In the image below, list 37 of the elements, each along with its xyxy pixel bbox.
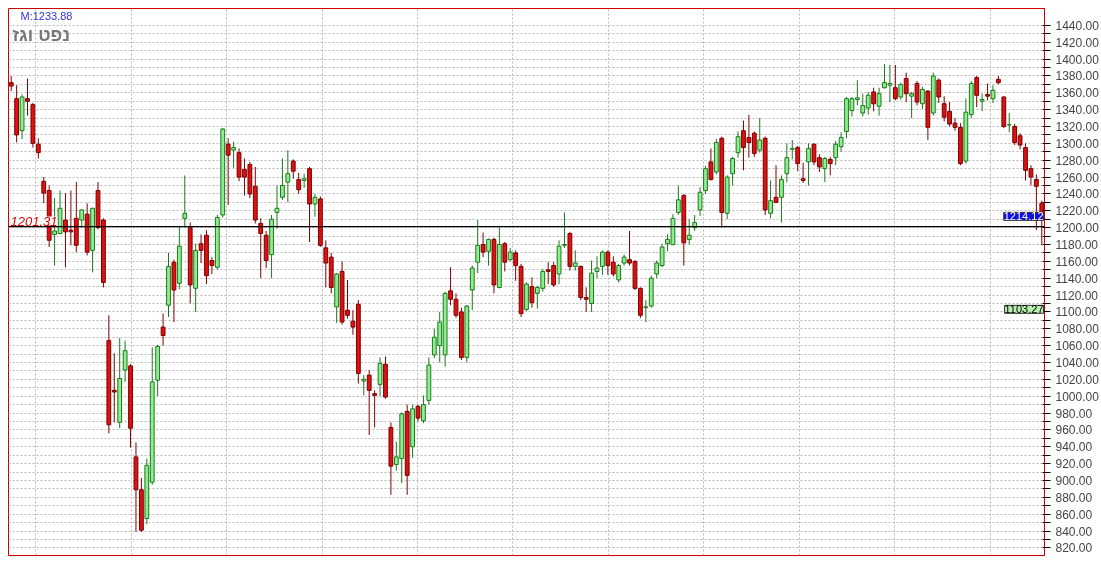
y-tick-label: 900.00 [1055,473,1093,488]
y-tick-label: 1140.00 [1055,271,1099,286]
y-tick-label: 1200.00 [1055,221,1100,236]
y-tick-label: 1160.00 [1055,254,1099,269]
y-tick-label: 880.00 [1055,490,1093,505]
y-tick-label: 860.00 [1055,507,1093,522]
y-tick-label: 1000.00 [1055,389,1100,404]
y-tick-label: 1260.00 [1055,170,1100,185]
annotation: 1214.12 [1003,210,1044,223]
y-tick-label: 1380.00 [1055,69,1100,84]
y-tick-label: 1120.00 [1055,288,1099,303]
y-tick-label: 1180.00 [1055,237,1099,252]
y-tick-label: 1060.00 [1055,339,1100,354]
y-tick-label: 1100.00 [1055,305,1099,320]
y-tick-label: 1020.00 [1055,372,1100,387]
text: נפט וגז [12,24,71,45]
y-tick-label: 1280.00 [1055,153,1100,168]
y-tick-label: 1300.00 [1055,136,1100,151]
ref-line-label: 1201.31 [10,213,58,229]
y-tick-label: 1400.00 [1055,52,1100,67]
annotation: M:1233.88 [20,9,73,22]
y-tick-label: 960.00 [1055,423,1093,438]
y-tick-label: 980.00 [1055,406,1093,421]
y-tick-label: 1080.00 [1055,322,1100,337]
annotation: 1103.27 [1004,303,1044,316]
y-tick-label: 1320.00 [1055,120,1100,134]
y-tick-label: 840.00 [1055,524,1093,539]
y-tick-label: 940.00 [1055,440,1093,455]
y-tick-label: 1040.00 [1055,355,1100,370]
y-tick-label: 1440.00 [1055,18,1100,33]
y-tick-label: 1240.00 [1055,187,1100,202]
y-tick-label: 1220.00 [1055,204,1100,219]
y-tick-label: 920.00 [1055,457,1093,472]
y-tick-label: 1420.00 [1055,35,1100,50]
y-tick-label: 1340.00 [1055,103,1100,118]
y-tick-label: 820.00 [1055,541,1093,556]
y-tick-label: 1360.00 [1055,86,1100,101]
